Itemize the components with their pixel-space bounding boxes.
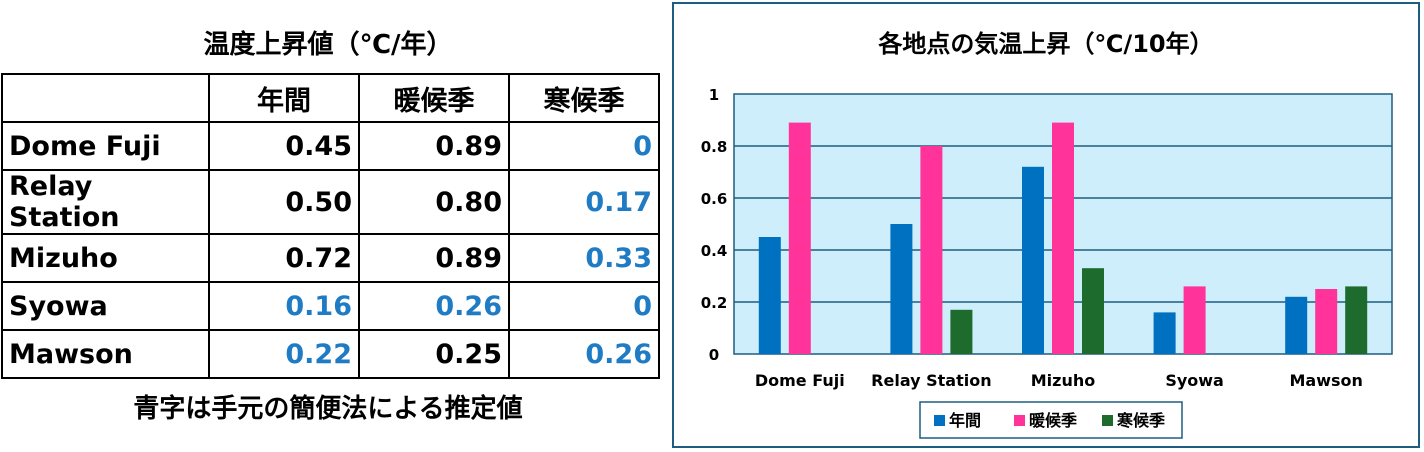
legend-label: 暖候季 <box>1029 411 1078 430</box>
bar-cold-season <box>950 309 973 354</box>
value-cell: 0.89 <box>358 121 510 171</box>
bar-warm-season <box>920 146 943 354</box>
bar-warm-season <box>788 122 811 354</box>
bar-warm-season <box>1315 289 1338 354</box>
table-row: Mizuho 0.72 0.89 0.33 <box>1 233 660 283</box>
legend-swatch <box>934 415 945 426</box>
value-cell: 0.50 <box>208 169 360 235</box>
legend-box <box>919 401 1183 439</box>
bar-annual <box>758 237 781 354</box>
value-cell: 0.26 <box>508 329 660 379</box>
x-tick-label: Syowa <box>1165 371 1224 390</box>
table-title: 温度上昇値（℃/年） <box>203 30 453 60</box>
header-cold-season: 寒候季 <box>508 73 660 123</box>
table-row: Dome Fuji 0.45 0.89 0 <box>1 121 660 171</box>
value-cell: 0 <box>508 281 660 331</box>
x-tick-label: Mizuho <box>1031 371 1096 390</box>
x-tick-label: Relay Station <box>871 371 991 390</box>
y-tick-label: 1 <box>709 86 719 104</box>
bar-cold-season <box>1082 268 1104 354</box>
table-header-row: 年間 暖候季 寒候季 <box>1 73 660 123</box>
bar-warm-season <box>1183 286 1206 354</box>
chart-frame: 各地点の気温上昇（℃/10年） 0 0.2 0.4 0.6 0.8 1 Dome Fuji R… <box>672 2 1420 448</box>
value-cell: 0.80 <box>358 169 510 235</box>
bar-chart: 各地点の気温上昇（℃/10年） 0 0.2 0.4 0.6 0.8 1 Dome Fuji R… <box>701 30 1393 439</box>
site-name-cell: Relay Station <box>1 169 210 235</box>
table-body: Dome Fuji 0.45 0.89 0 Relay Station 0.50 0.80 0… <box>1 121 660 379</box>
legend-label: 年間 <box>949 411 981 430</box>
chart-legend: 年間 暖候季 寒候季 <box>919 401 1183 439</box>
bar-cold-season <box>1345 286 1368 354</box>
value-cell: 0.22 <box>208 329 360 379</box>
value-cell: 0.45 <box>208 121 360 171</box>
table-note: 青字は手元の簡便法による推定値 <box>133 394 523 424</box>
header-warm-season: 暖候季 <box>358 73 510 123</box>
y-tick-label: 0 <box>709 346 719 364</box>
bar-annual <box>1022 166 1044 354</box>
chart-title: 各地点の気温上昇（℃/10年） <box>877 30 1213 58</box>
bar-annual <box>1153 312 1176 354</box>
table-row: Mawson 0.22 0.25 0.26 <box>1 329 660 379</box>
bar-warm-season <box>1052 122 1074 354</box>
value-cell: 0.72 <box>208 233 360 283</box>
plot-area: 0 0.2 0.4 0.6 0.8 1 Dome Fuji Relay Station Mizu… <box>701 86 1393 390</box>
site-name-cell: Mizuho <box>1 233 210 283</box>
value-cell: 0.26 <box>358 281 510 331</box>
site-name-cell: Syowa <box>1 281 210 331</box>
legend-label: 寒候季 <box>1116 411 1166 430</box>
bar-annual <box>890 224 913 354</box>
bar-annual <box>1285 296 1308 354</box>
header-blank <box>1 73 210 123</box>
header-annual: 年間 <box>208 73 360 123</box>
value-cell: 0 <box>508 121 660 171</box>
y-tick-label: 0.8 <box>701 138 728 156</box>
legend-swatch <box>1102 415 1113 426</box>
temperature-table: 年間 暖候季 寒候季 Dome Fuji 0.45 0.89 0 Relay Stati… <box>1 73 660 379</box>
y-tick-label: 0.2 <box>701 294 728 312</box>
value-cell: 0.33 <box>508 233 660 283</box>
x-tick-label: Mawson <box>1289 371 1362 390</box>
legend-swatch <box>1014 415 1025 426</box>
value-cell: 0.25 <box>358 329 510 379</box>
y-tick-label: 0.6 <box>701 190 728 208</box>
table-row: Syowa 0.16 0.26 0 <box>1 281 660 331</box>
site-name-cell: Dome Fuji <box>1 121 210 171</box>
value-cell: 0.89 <box>358 233 510 283</box>
table-row: Relay Station 0.50 0.80 0.17 <box>1 169 660 235</box>
value-cell: 0.16 <box>208 281 360 331</box>
site-name-cell: Mawson <box>1 329 210 379</box>
y-tick-label: 0.4 <box>701 242 728 260</box>
x-tick-label: Dome Fuji <box>755 371 845 390</box>
value-cell: 0.17 <box>508 169 660 235</box>
